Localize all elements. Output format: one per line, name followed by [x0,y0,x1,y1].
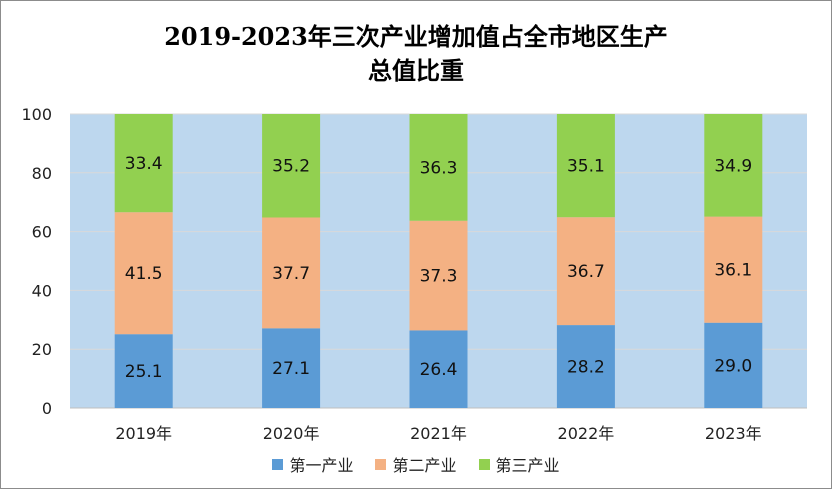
bar-segment [114,334,173,408]
bar-segment [704,216,763,323]
bar-segment [409,220,468,331]
y-tick-label: 20 [32,340,52,359]
y-tick-label: 60 [32,223,52,242]
y-tick-label: 40 [32,281,52,300]
x-tick-label: 2019年 [115,424,172,443]
bar-segment [409,330,468,408]
x-tick-label: 2020年 [263,424,320,443]
bar-segment [556,114,615,218]
bar-segment [556,325,615,408]
y-tick-label: 100 [21,105,52,124]
legend-label: 第二产业 [392,456,457,475]
chart-legend: 第一产业 第二产业 第三产业 [0,452,832,476]
data-label: 25.1 [125,362,163,382]
data-label: 26.4 [420,360,458,380]
bar-segment [114,114,173,213]
data-label: 35.1 [567,157,605,177]
bar-segment [262,328,321,408]
x-tick-label: 2021年 [410,424,467,443]
data-label: 28.2 [567,358,605,378]
x-tick-label: 2023年 [705,424,762,443]
legend-item: 第三产业 [478,452,560,476]
y-tick-label: 0 [42,399,52,418]
x-tick-label: 2022年 [558,424,615,443]
bar-segment [114,212,173,335]
legend-item: 第二产业 [375,452,457,476]
legend-label: 第一产业 [289,456,354,475]
chart-title: 2019-2023年三次产业增加值占全市地区生产 总值比重 [0,20,832,88]
legend-swatch [272,458,284,470]
bar-segment [704,322,763,408]
bar-segment [262,217,321,329]
bar-segment [556,217,615,326]
data-label: 29.0 [714,356,752,376]
chart-title-line-2: 总值比重 [368,56,464,85]
data-label: 37.7 [272,264,310,284]
legend-item: 第一产业 [272,452,353,476]
bar-segment [262,114,321,218]
legend-label: 第三产业 [495,456,560,475]
data-label: 34.9 [714,156,752,176]
data-label: 37.3 [420,267,458,287]
data-label: 36.3 [420,158,458,178]
legend-swatch [478,458,490,470]
data-label: 36.1 [714,261,752,281]
chart-title-line-1: 2019-2023年三次产业增加值占全市地区生产 [164,22,668,51]
y-tick-label: 80 [32,164,52,183]
data-label: 41.5 [125,264,163,284]
bar-segment [704,114,763,217]
data-label: 27.1 [272,359,310,379]
data-label: 35.2 [272,157,310,177]
legend-swatch [375,458,387,470]
bar-segment [409,114,468,221]
data-label: 33.4 [125,154,163,174]
data-label: 36.7 [567,262,605,282]
